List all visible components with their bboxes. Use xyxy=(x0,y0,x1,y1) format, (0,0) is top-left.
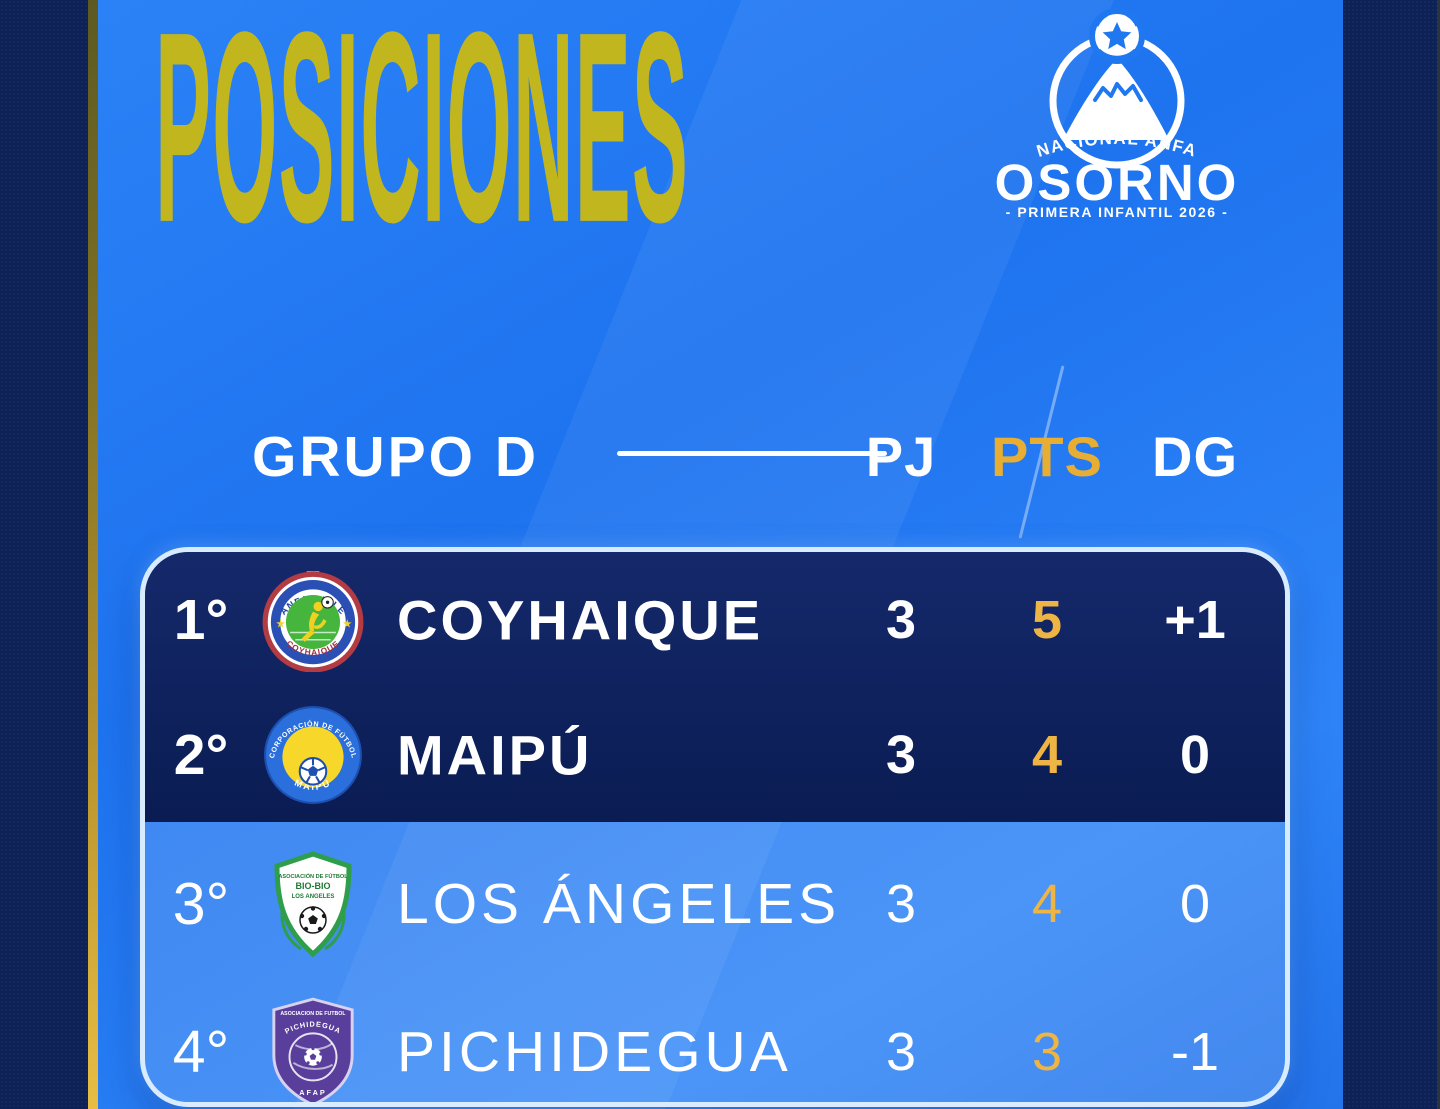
crest-text-line3: LOS ANGELES xyxy=(292,894,335,900)
column-header-dg: DG xyxy=(1152,425,1238,488)
crest-text-line3: AFAP xyxy=(299,1088,326,1097)
team-name: LOS ÁNGELES xyxy=(397,872,841,936)
right-navy-strip xyxy=(1343,0,1440,1109)
tournament-logo: NACIONAL ANFA OSORNO - PRIMERA INFANTIL … xyxy=(985,6,1249,220)
pichidegua-crest-icon: ASOCIACION DE FUTBOL PICHIDEGUA xyxy=(257,994,369,1102)
volcano-icon xyxy=(1063,58,1169,140)
team-name: COYHAIQUE xyxy=(397,588,764,651)
ball-seam xyxy=(1126,13,1139,27)
svg-text:★: ★ xyxy=(342,618,352,630)
svg-text:★: ★ xyxy=(276,618,286,630)
row-dg: 0 xyxy=(1179,724,1211,785)
page-title: POSICIONES xyxy=(155,0,689,279)
row-pts: 5 xyxy=(1031,589,1063,650)
table-row-coyhaique: 1° ★ ★ ANFA CHILE xyxy=(145,552,1285,687)
row-position: 1° xyxy=(173,587,229,652)
row-pts: 4 xyxy=(1031,874,1063,934)
crest-text-line1: ASOCIACION DE FUTBOL xyxy=(280,1011,346,1017)
row-pts: 4 xyxy=(1031,724,1063,785)
column-header-pts: PTS xyxy=(991,425,1103,488)
row-pj: 3 xyxy=(885,589,917,650)
row-position: 2° xyxy=(173,722,229,787)
row-pts: 3 xyxy=(1031,1022,1063,1082)
standings-card: 1° ★ ★ ANFA CHILE xyxy=(140,547,1290,1107)
maipu-crest-icon: CORPORACIÓN DE FÚTBOL MAIPÚ xyxy=(257,704,369,806)
standings-top-section: 1° ★ ★ ANFA CHILE xyxy=(145,552,1285,822)
coyhaique-crest-icon: ★ ★ ANFA CHILE COYHAIQUE xyxy=(257,568,369,672)
row-pj: 3 xyxy=(885,874,917,934)
panel-right-hairline xyxy=(1437,0,1440,1109)
table-row-maipu: 2° CORPORACIÓN DE FÚTBOL MAIPÚ xyxy=(145,687,1285,822)
row-position: 4° xyxy=(172,1019,230,1085)
header-divider xyxy=(617,451,887,456)
row-pj: 3 xyxy=(885,1022,917,1082)
row-dg: 0 xyxy=(1179,874,1211,934)
star-icon xyxy=(1102,22,1132,50)
row-pj: 3 xyxy=(885,724,917,785)
ball-seam xyxy=(1097,48,1137,59)
column-header-pj: PJ xyxy=(865,425,937,488)
volcano-snowline xyxy=(1093,82,1143,102)
team-name: MAIPÚ xyxy=(397,723,593,786)
logo-name: OSORNO xyxy=(995,154,1240,211)
gold-edge-stripe xyxy=(88,0,98,1109)
los-angeles-crest-icon: ASOCIACIÓN DE FÚTBOL BIO-BIO LOS ANGELES xyxy=(257,848,369,960)
row-position: 3° xyxy=(172,871,230,937)
crest-text-line2: BIO-BIO xyxy=(296,881,331,891)
table-row-pichidegua: 4° ASOCIACION DE FUTBOL PICHIDEGUA xyxy=(145,978,1285,1102)
logo-subtitle: - PRIMERA INFANTIL 2026 - xyxy=(1006,204,1229,220)
table-row-los-angeles: 3° ASOCIACIÓN DE FÚTBOL BIO-BIO LOS ANGE… xyxy=(145,830,1285,978)
group-label: GRUPO D xyxy=(252,425,540,489)
team-name: PICHIDEGUA xyxy=(397,1020,792,1084)
row-dg: +1 xyxy=(1164,589,1226,650)
row-dg: -1 xyxy=(1170,1022,1219,1082)
left-navy-strip xyxy=(0,0,88,1109)
ball-seam xyxy=(1095,13,1108,27)
standings-bottom-section: 3° ASOCIACIÓN DE FÚTBOL BIO-BIO LOS ANGE… xyxy=(145,822,1285,1102)
crest-text-line1: ASOCIACIÓN DE FÚTBOL xyxy=(278,872,348,880)
